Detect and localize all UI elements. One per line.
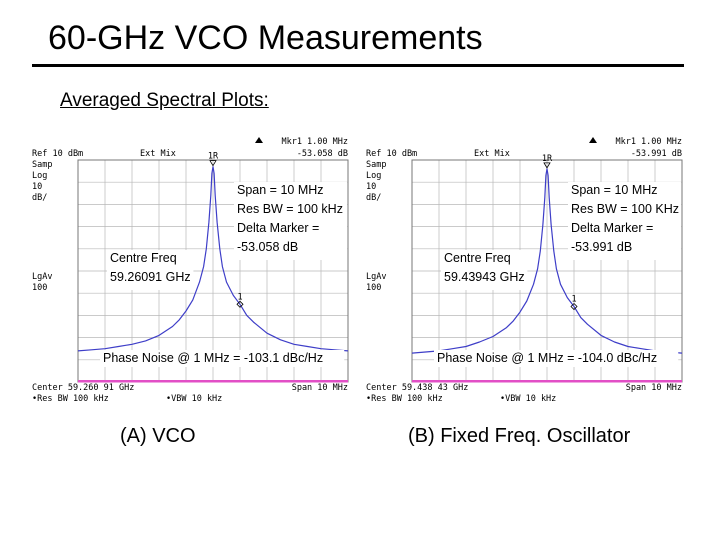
annotation-settings-bg	[234, 182, 348, 260]
annotation-settings-line: -53.058 dB	[237, 240, 298, 254]
annotation-settings-line: Span = 10 MHz	[237, 183, 324, 197]
annotation-settings-bg	[568, 182, 682, 260]
peak-marker-label: 1R	[208, 152, 219, 162]
annotation-settings-line: Res BW = 100 KHz	[571, 202, 679, 216]
footer-span: Span 10 MHz	[292, 383, 348, 393]
spectrum-plot-fixed-oscillator: Ref 10 dBm Samp Log 10 dB/Ext Mix Mkr1 1.00 M…	[364, 132, 686, 410]
subheading: Averaged Spectral Plots:	[60, 90, 269, 111]
annotation-settings-line: Delta Marker =	[237, 221, 319, 235]
marker-triangle-icon	[255, 137, 263, 143]
footer-center-freq: Center 59.438 43 GHz	[366, 383, 468, 393]
left-label: 100	[32, 283, 47, 293]
marker-readout-freq: Mkr1 1.00 MHz	[615, 137, 682, 147]
annotation-centre-freq-line: Centre Freq	[444, 251, 511, 265]
header-left-line: Ref 10 dBm	[366, 149, 417, 159]
spectrum-trace	[411, 168, 683, 354]
phase-noise-label: Phase Noise @ 1 MHz = -104.0 dBc/Hz	[437, 351, 657, 365]
left-label: LgAv	[32, 272, 52, 282]
phase-noise-bg	[434, 350, 679, 367]
annotation-settings-line: Res BW = 100 kHz	[237, 202, 343, 216]
header-left-line: 10	[366, 182, 376, 192]
annotation-settings-line: Delta Marker =	[571, 221, 653, 235]
peak-marker-icon	[209, 160, 217, 167]
peak-marker-label: 1R	[542, 154, 553, 164]
header-left-line: Samp	[366, 160, 386, 170]
annotation-settings-line: Span = 10 MHz	[571, 183, 658, 197]
header-left-line: Log	[366, 171, 381, 181]
marker-readout-freq: Mkr1 1.00 MHz	[281, 137, 348, 147]
marker-readout-level: -53.991 dB	[631, 149, 682, 159]
marker-readout-level: -53.058 dB	[297, 149, 348, 159]
footer-res-bw: •Res BW 100 kHz	[32, 394, 109, 404]
annotation-centre-freq-line: 59.26091 GHz	[110, 270, 191, 284]
footer-res-bw: •Res BW 100 kHz	[366, 394, 443, 404]
header-center-label: Ext Mix	[140, 149, 176, 159]
annotation-centre-freq-line: Centre Freq	[110, 251, 177, 265]
delta-marker-icon	[236, 300, 244, 308]
footer-vbw: •VBW 10 kHz	[166, 394, 222, 404]
left-label: LgAv	[366, 272, 386, 282]
header-left-line: Log	[32, 171, 47, 181]
delta-marker-label: 1	[571, 295, 576, 305]
annotation-settings-line: -53.991 dB	[571, 240, 632, 254]
header-left-line: dB/	[366, 193, 381, 203]
delta-marker-label: 1	[237, 292, 242, 302]
annotation-centre-freq-bg	[107, 250, 194, 290]
bottom-bar	[78, 380, 348, 383]
slide-title: 60-GHz VCO Measurements	[48, 19, 483, 57]
phase-noise-bg	[100, 350, 345, 367]
header-left-line: Samp	[32, 160, 52, 170]
footer-center-freq: Center 59.260 91 GHz	[32, 383, 134, 393]
header-left-line: Ref 10 dBm	[32, 149, 83, 159]
title-rule	[32, 64, 684, 67]
spectrum-plot-vco: Ref 10 dBm Samp Log 10 dB/Ext Mix Mkr1 1.00 M…	[30, 132, 352, 410]
left-label: 100	[366, 283, 381, 293]
peak-marker-icon	[543, 162, 551, 169]
phase-noise-label: Phase Noise @ 1 MHz = -103.1 dBc/Hz	[103, 351, 323, 365]
caption-vco: (A) VCO	[120, 425, 196, 447]
header-left-line: 10	[32, 182, 42, 192]
footer-vbw: •VBW 10 kHz	[500, 394, 556, 404]
spectrum-trace	[77, 166, 349, 352]
marker-triangle-icon	[589, 137, 597, 143]
bottom-bar	[412, 380, 682, 383]
annotation-centre-freq-line: 59.43943 GHz	[444, 270, 525, 284]
caption-fixed-oscillator: (B) Fixed Freq. Oscillator	[408, 425, 631, 447]
footer-span: Span 10 MHz	[626, 383, 682, 393]
annotation-centre-freq-bg	[441, 250, 528, 290]
header-left-line: dB/	[32, 193, 47, 203]
header-center-label: Ext Mix	[474, 149, 510, 159]
delta-marker-icon	[570, 302, 578, 311]
